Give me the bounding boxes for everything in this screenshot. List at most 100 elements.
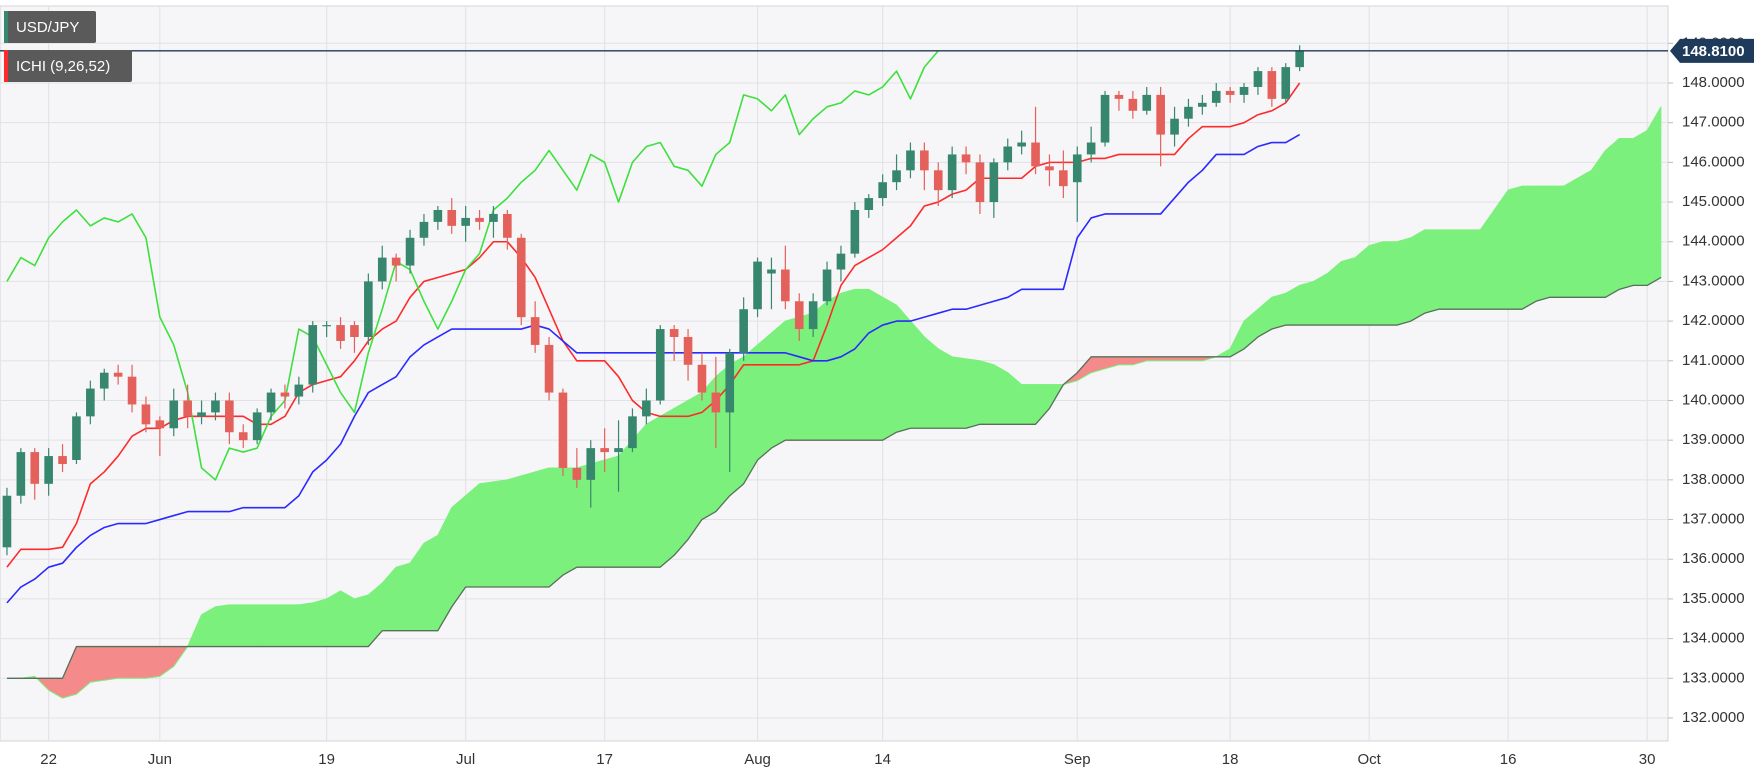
candle-body [155,420,165,429]
cloud-fill [326,590,341,647]
cloud-fill [1368,241,1384,326]
candle-body [461,217,470,226]
candle-body [614,448,623,453]
cloud-fill [90,646,105,683]
x-tick-label: 30 [1639,751,1656,768]
candle-body [44,456,53,484]
x-tick-label: Jul [456,751,475,768]
cloud-fill [937,348,953,429]
y-tick-label: 146.0000 [1682,153,1745,170]
candle-body [516,237,526,318]
cloud-fill [520,471,536,588]
candle-body [600,448,609,453]
candle-body [836,253,846,270]
cloud-fill [798,312,814,441]
indicator-line [6,133,1301,604]
candle-body [1100,94,1110,143]
y-tick-label: 142.0000 [1682,312,1745,329]
candle-body [1072,154,1082,183]
candle-body [711,392,721,413]
y-tick-label: 144.0000 [1682,233,1745,250]
candle-body [530,317,540,345]
last-price-tag [1670,38,1754,63]
candle-body [822,269,832,302]
y-tick-label: 137.0000 [1682,511,1745,528]
y-tick-label: 136.0000 [1682,550,1745,567]
cloud-fill [910,320,925,429]
x-tick-label: Jun [148,751,172,768]
cloud-fill [298,602,314,647]
cloud-fill [979,360,995,425]
candle-body [16,452,26,496]
cloud-fill [256,604,272,647]
x-tick-label: Aug [744,751,771,768]
candle-body [377,257,387,282]
cloud-fill [465,483,480,588]
cloud-fill [312,598,327,647]
cloud-fill [1341,257,1356,326]
cloud-fill [1535,185,1551,302]
cloud-fill [493,479,508,588]
y-tick-label: 132.0000 [1682,709,1745,726]
candle-body [475,217,484,222]
candle-body [86,388,95,417]
candle-body [906,150,915,171]
cloud-fill [965,358,981,429]
cloud-fill [340,590,355,647]
candle-body [989,162,999,203]
candle-body [447,209,457,226]
cloud-fill [284,604,300,647]
candle-body [739,309,748,353]
candle-body [225,400,234,433]
cloud-fill [1452,229,1467,310]
candle-body [558,392,568,468]
candle-body [183,400,192,417]
cloud-fill [771,320,786,449]
y-tick-label: 139.0000 [1682,431,1745,448]
candle-body [1114,94,1124,99]
symbol-label-stripe [4,11,8,43]
cloud-fill [785,316,800,441]
cloud-fill [673,399,689,557]
cloud-fill [618,439,633,568]
candle-body [1267,71,1277,99]
cloud-fill [145,646,161,679]
candle-body [294,384,304,397]
candle-body [503,213,512,238]
x-tick-label: 19 [318,751,335,768]
cloud-fill [229,604,244,647]
candle-body [864,198,874,210]
span-a-line [6,106,1662,699]
candle-body [197,412,206,417]
candle-body [794,301,804,330]
candle-body [753,261,762,310]
cloud-fill [1521,185,1537,310]
candle-body [1086,142,1096,155]
candle-body [850,209,860,254]
candle-body [141,404,151,425]
candle-body [683,336,693,365]
cloud-fill [659,407,675,568]
cloud-fill [562,467,578,576]
candle-body [336,325,345,341]
cloud-fill [1424,229,1439,314]
candle-body [364,281,373,337]
y-tick-label: 143.0000 [1682,272,1745,289]
candle-body [1045,166,1054,171]
y-tick-label: 138.0000 [1682,471,1745,488]
y-tick-label: 140.0000 [1682,391,1745,408]
cloud-fill [1438,229,1453,310]
candle-body [572,467,582,480]
candle-body [920,150,929,171]
candle-body [586,448,596,480]
cloud-fill [507,475,522,588]
candle-body [252,412,262,441]
symbol-label: USD/JPY [16,19,79,36]
cloud-fill [1021,384,1036,425]
candle-body [892,170,901,183]
candle-body [489,213,498,222]
candle-body [211,400,220,413]
candle-body [669,329,679,337]
